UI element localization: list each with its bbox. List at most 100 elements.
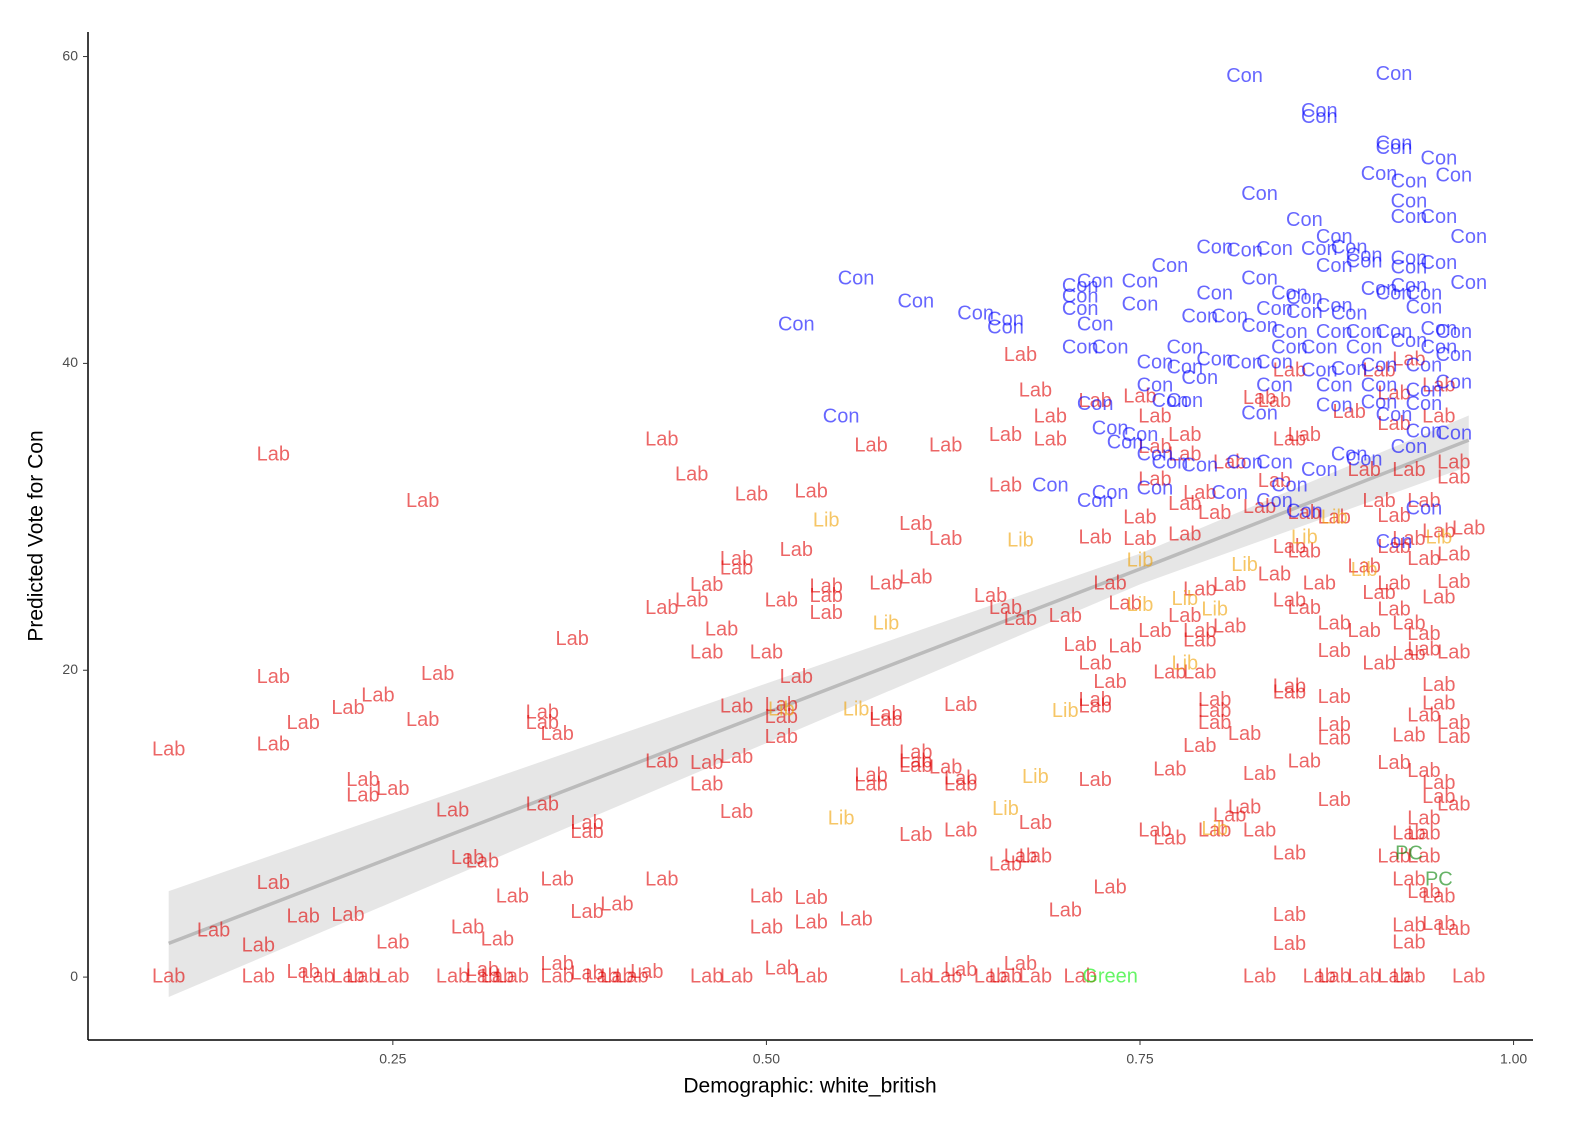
point-label: Lab <box>690 574 723 596</box>
point-label: Lab <box>1213 574 1246 596</box>
point-label: Lab <box>645 428 678 450</box>
point-label: Lab <box>1377 846 1410 868</box>
point-label: Con <box>1316 255 1353 277</box>
point-label: Lab <box>152 965 185 987</box>
point-label: Lab <box>1273 675 1306 697</box>
point-label: Lab <box>944 774 977 796</box>
point-label: Con <box>1361 163 1398 185</box>
point-label: Lab <box>286 961 319 983</box>
point-label: Lab <box>1392 915 1425 937</box>
point-label: Con <box>1435 372 1472 394</box>
point-label: Lab <box>765 726 798 748</box>
point-label: Lab <box>257 444 290 466</box>
point-label: Lab <box>376 778 409 800</box>
point-label: Lab <box>1318 640 1351 662</box>
point-label: Lab <box>630 961 663 983</box>
point-label: Lib <box>1171 588 1198 610</box>
point-label: Lab <box>854 435 887 457</box>
point-label: Lab <box>1228 797 1261 819</box>
point-label: Lab <box>1392 459 1425 481</box>
point-label: Lab <box>1392 349 1425 371</box>
point-label: Con <box>1406 379 1443 401</box>
point-label: Lab <box>1437 642 1470 664</box>
point-label: Con <box>1286 301 1323 323</box>
point-label: Lib <box>1127 594 1154 616</box>
point-label: Lab <box>899 755 932 777</box>
point-label: Lab <box>1258 390 1291 412</box>
point-label: Con <box>1137 352 1174 374</box>
point-label: Con <box>1391 191 1428 213</box>
point-label: Con <box>1271 283 1308 305</box>
point-label: Lab <box>1437 451 1470 473</box>
point-label: Con <box>1032 474 1069 496</box>
point-label: Con <box>1301 336 1338 358</box>
point-label: Lab <box>974 585 1007 607</box>
point-label: Lab <box>1392 823 1425 845</box>
point-label: Lab <box>1437 467 1470 489</box>
point-label: Lab <box>1213 451 1246 473</box>
point-label: Lib <box>813 510 840 532</box>
point-label: Lab <box>795 887 828 909</box>
point-label: Lab <box>1078 769 1111 791</box>
point-label: Lab <box>1183 629 1216 651</box>
point-label: Lab <box>1273 428 1306 450</box>
x-tick-label: 1.00 <box>1500 1051 1527 1067</box>
point-label: Lab <box>989 853 1022 875</box>
point-label: Lab <box>1392 932 1425 954</box>
point-label: Con <box>1077 270 1114 292</box>
point-label: Con <box>1301 238 1338 260</box>
point-label: Lab <box>1258 563 1291 585</box>
point-label: Con <box>1435 422 1472 444</box>
point-label: Con <box>1226 65 1263 87</box>
point-label: Lab <box>705 619 738 641</box>
point-label: Lab <box>1198 689 1231 711</box>
point-label: Con <box>1406 283 1443 305</box>
point-label: Lab <box>690 752 723 774</box>
point-label: Con <box>1137 477 1174 499</box>
point-label: Lab <box>795 481 828 503</box>
point-label: Con <box>1450 272 1487 294</box>
point-label: Con <box>1122 293 1159 315</box>
point-label: Lab <box>750 886 783 908</box>
point-label: Con <box>1346 244 1383 266</box>
point-label: Lib <box>1052 700 1079 722</box>
point-label: Lib <box>1351 559 1378 581</box>
point-label: Lab <box>1377 752 1410 774</box>
point-label: Lab <box>1213 804 1246 826</box>
point-label: Lab <box>1138 468 1171 490</box>
point-label: Lab <box>1407 823 1440 845</box>
point-label: Lab <box>436 965 469 987</box>
point-label: Lab <box>1437 794 1470 816</box>
point-label: Con <box>1226 451 1263 473</box>
point-label: Lab <box>585 965 618 987</box>
point-label: Lab <box>1392 725 1425 747</box>
point-label: Lab <box>421 663 454 685</box>
point-label: Lab <box>1168 524 1201 546</box>
point-label: Lab <box>1407 807 1440 829</box>
point-label: Lab <box>301 965 334 987</box>
point-label: Lab <box>1347 556 1380 578</box>
trend-line <box>168 438 1470 945</box>
point-label: Lib <box>1007 530 1034 552</box>
point-label: Lab <box>1422 405 1455 427</box>
point-label: Con <box>1271 336 1308 358</box>
point-label: Con <box>1166 356 1203 378</box>
point-label: Lab <box>197 919 230 941</box>
y-tick-label: 0 <box>70 968 78 984</box>
point-label: Lab <box>541 953 574 975</box>
point-label: Lab <box>451 847 484 869</box>
point-label: Lib <box>1171 652 1198 674</box>
point-label: Lab <box>810 576 843 598</box>
point-label: Con <box>823 405 860 427</box>
point-label: Con <box>1331 358 1368 380</box>
point-label: Lab <box>1347 459 1380 481</box>
point-label: Lab <box>1437 543 1470 565</box>
point-label: Lab <box>929 435 962 457</box>
point-label: Lab <box>1064 965 1097 987</box>
point-label: Con <box>1286 287 1323 309</box>
point-label: Con <box>1062 336 1099 358</box>
point-label: Con <box>957 303 994 325</box>
point-label: Lab <box>1318 714 1351 736</box>
point-label: Lab <box>1004 344 1037 366</box>
point-label: Lab <box>1138 436 1171 458</box>
